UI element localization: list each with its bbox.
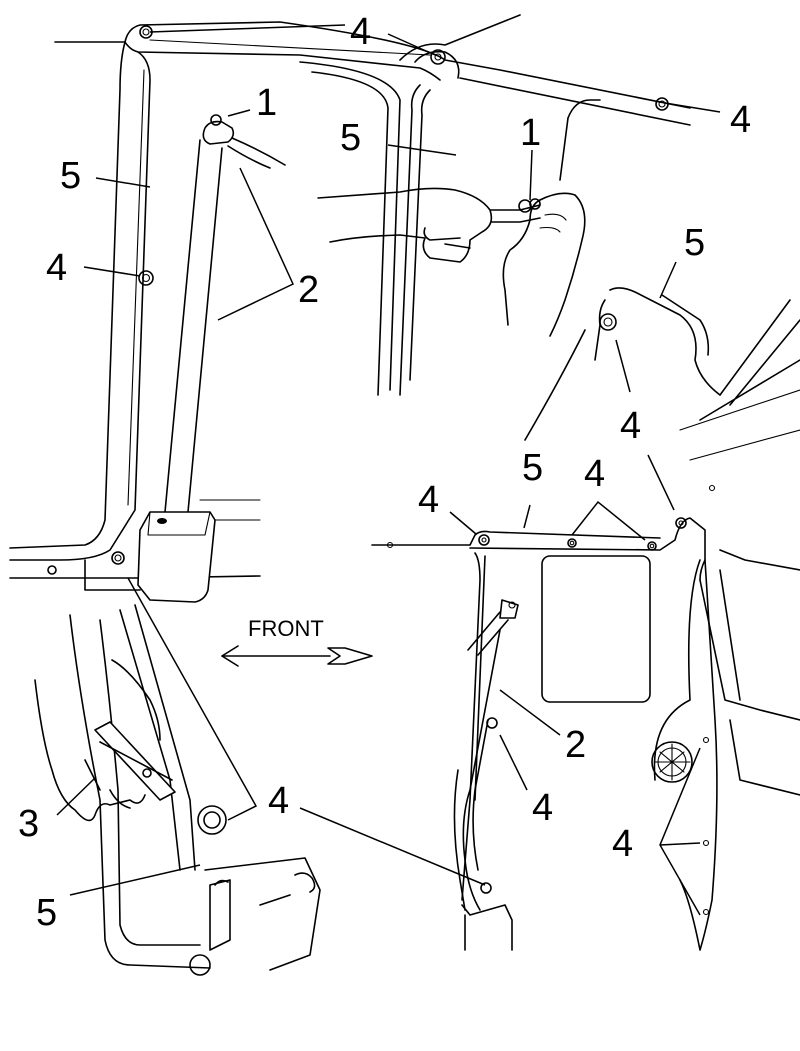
hands-removing-bolt-view [317,14,691,337]
callout-5-top-left: 5 [60,155,81,197]
callout-1-top-left: 1 [256,82,277,124]
callout-4-left-pillar: 4 [46,247,67,289]
callout-2-bottom-right: 2 [565,724,586,766]
callout-5-right-upper: 5 [684,222,705,264]
callout-4-right-panel: 4 [620,405,641,447]
callout-leader-lines [56,24,721,916]
callout-4-bottom-left: 4 [268,780,289,822]
callout-4-top-right: 4 [730,99,751,141]
callout-1-top-right: 1 [520,112,541,154]
front-direction-arrow: FRONT [221,616,373,667]
callout-4-right-rail-left: 4 [418,479,439,521]
callout-2-top-left: 2 [298,269,319,311]
callout-5-right-rail: 5 [522,447,543,489]
callout-4-belt-anchor: 4 [532,787,553,829]
pillar-trim-panel-left-view [9,21,691,603]
rear-quarter-trim-view [371,287,800,951]
callout-4-top-center: 4 [350,11,371,53]
callout-5-bottom-left: 5 [36,892,57,934]
callout-5-top-right: 5 [340,117,361,159]
front-label: FRONT [248,616,324,641]
callout-3: 3 [18,803,39,845]
callout-4-bottom-right: 4 [612,823,633,865]
lower-trim-removal-view [34,604,321,976]
callout-labels: 1 1 2 2 3 4 4 4 4 4 4 4 4 4 5 5 5 5 5 [18,11,751,934]
callout-4-right-rail-center: 4 [584,453,605,495]
